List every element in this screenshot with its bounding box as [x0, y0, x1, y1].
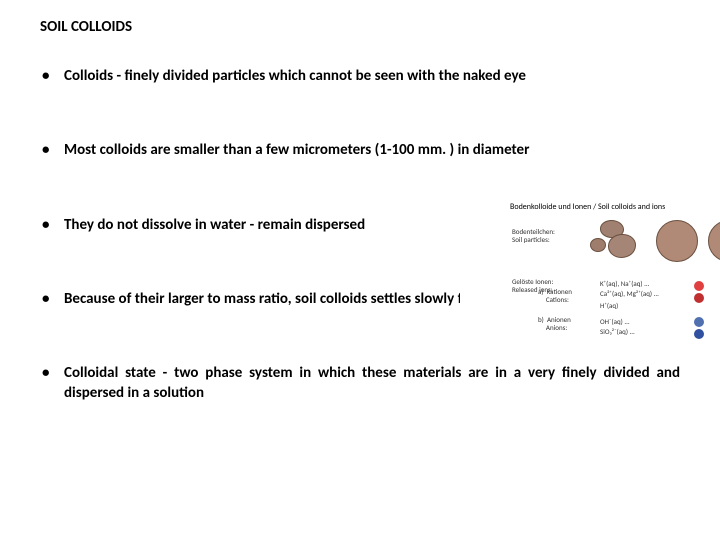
slide-title: SOIL COLLOIDS [40, 18, 680, 36]
list-item: •Most colloids are smaller than a few mi… [40, 140, 680, 160]
bullet-text: Colloidal state - two phase system in wh… [64, 363, 680, 404]
list-item: •Colloids - finely divided particles whi… [40, 66, 680, 86]
bullet-text: Colloids - finely divided particles whic… [64, 66, 680, 86]
figure-ion-text: Ca²⁺(aq), Mg²⁺(aq) ... [600, 290, 659, 298]
figure-ion-text: K⁺(aq), Na⁺(aq) ... [600, 280, 649, 288]
soil-particle-icon [608, 234, 636, 258]
figure-ion-text: OH⁻(aq) ... [600, 318, 630, 326]
figure-ion-text: H⁺(aq) [600, 302, 618, 310]
figure-particles-label: Bodenteilchen:Soil particles: [512, 228, 555, 245]
soil-colloids-figure: Bodenkolloide und Ionen / Soil colloids … [460, 198, 720, 348]
figure-title: Bodenkolloide und Ionen / Soil colloids … [510, 202, 665, 212]
bullet-text: Most colloids are smaller than a few mic… [64, 140, 680, 160]
soil-particle-icon [656, 220, 698, 262]
figure-row-a-label: a) Kationen Cations: [538, 288, 572, 305]
figure-ion-text: SiO₃²⁻(aq) ... [600, 328, 635, 336]
cation-icon [694, 293, 704, 303]
anion-icon [694, 329, 704, 339]
cation-icon [694, 281, 704, 291]
figure-row-b-label: b) Anionen Anions: [538, 316, 571, 333]
soil-particle-icon [590, 238, 606, 252]
anion-icon [694, 317, 704, 327]
list-item: •Colloidal state - two phase system in w… [40, 363, 680, 404]
soil-particle-icon [708, 220, 720, 262]
